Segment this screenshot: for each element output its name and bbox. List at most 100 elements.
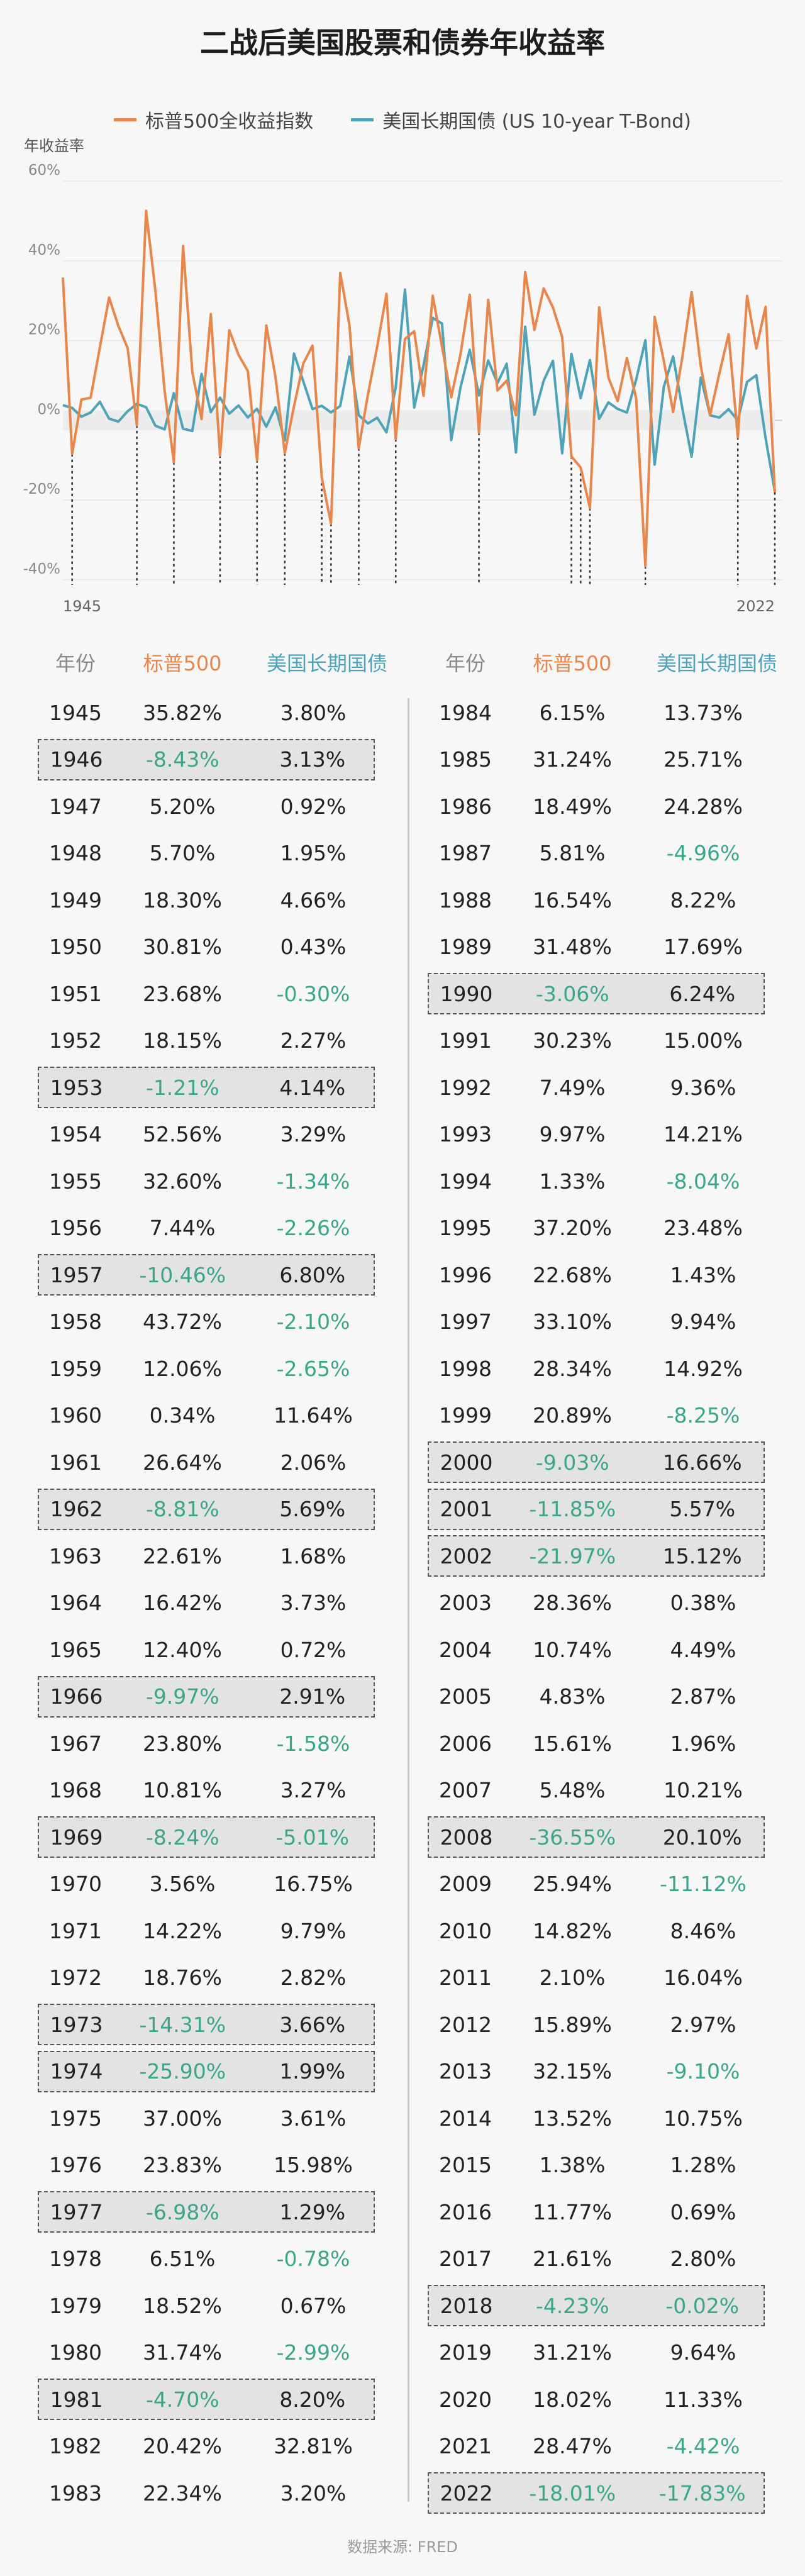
cell-sp500: -9.97% (145, 1684, 219, 1709)
cell-bond: 2.91% (279, 1684, 346, 1709)
table-row: 1987 5.81% -4.96% (428, 833, 765, 874)
cell-bond: -9.10% (666, 2059, 740, 2084)
cell-bond: 0.43% (280, 935, 347, 959)
table-row: 1998 28.34% 14.92% (428, 1348, 765, 1389)
cell-year: 1982 (49, 2434, 102, 2458)
cell-sp500: 30.81% (143, 935, 222, 959)
cell-year: 1973 (50, 2012, 103, 2037)
cell-year: 1966 (50, 1684, 103, 1709)
cell-year: 2002 (440, 1543, 493, 1568)
cell-year: 2007 (439, 1778, 492, 1802)
cell-bond: 2.87% (670, 1684, 736, 1709)
cell-sp500: 13.52% (533, 2106, 612, 2131)
cell-sp500: 22.61% (143, 1543, 222, 1568)
cell-sp500: 5.81% (539, 841, 606, 865)
cell-sp500: -11.85% (529, 1497, 616, 1521)
cell-bond: 2.06% (280, 1450, 347, 1475)
table-row: 2007 5.48% 10.21% (428, 1770, 765, 1811)
cell-bond: 3.80% (280, 700, 347, 725)
cell-bond: 25.71% (663, 747, 743, 772)
table-row: 1984 6.15% 13.73% (428, 692, 765, 733)
table-row: 2004 10.74% 4.49% (428, 1629, 765, 1670)
cell-bond: -4.42% (666, 2434, 740, 2458)
cell-year: 2022 (440, 2480, 493, 2506)
cell-sp500: 35.82% (143, 700, 222, 725)
cell-year: 2003 (439, 1591, 492, 1615)
cell-year: 2018 (440, 2293, 493, 2318)
cell-sp500: 28.34% (533, 1356, 612, 1381)
cell-sp500: 20.42% (143, 2434, 222, 2458)
header-bond: 美国长期国债 (266, 652, 387, 675)
table-divider (408, 698, 409, 2502)
table-row: 1994 1.33% -8.04% (428, 1160, 765, 1202)
cell-year: 1945 (49, 700, 102, 725)
cell-bond: 9.36% (670, 1075, 736, 1100)
cell-bond: -2.65% (276, 1356, 350, 1381)
table-row: 1959 12.06% -2.65% (38, 1348, 375, 1389)
cell-sp500: 1.33% (539, 1169, 606, 1194)
cell-sp500: 15.89% (533, 2012, 612, 2037)
bond-line (62, 288, 776, 492)
cell-bond: 0.92% (280, 794, 347, 819)
cell-year: 1962 (50, 1497, 103, 1521)
y-tick-label: 20% (28, 322, 60, 338)
cell-bond: 0.67% (280, 2293, 347, 2318)
header-sp500: 标普500 (533, 652, 612, 675)
cell-bond: 3.66% (279, 2012, 346, 2037)
cell-bond: -1.34% (276, 1169, 350, 1194)
cell-year: 2001 (440, 1497, 493, 1521)
y-tick-label: -40% (23, 561, 60, 577)
cell-bond: 4.14% (279, 1075, 346, 1100)
cell-sp500: 12.40% (143, 1637, 222, 1662)
cell-bond: 24.28% (663, 794, 743, 819)
cell-year: 2006 (439, 1731, 492, 1756)
table-row: 2015 1.38% 1.28% (428, 2145, 765, 2186)
table-row: 1977 -6.98% 1.29% (38, 2191, 375, 2233)
cell-sp500: 32.15% (533, 2059, 612, 2084)
cell-sp500: 9.97% (539, 1122, 606, 1146)
cell-sp500: -6.98% (145, 2199, 219, 2224)
table-row: 1999 20.89% -8.25% (428, 1395, 765, 1436)
cell-sp500: 37.00% (143, 2106, 222, 2131)
cell-sp500: 2.10% (539, 1965, 606, 1990)
cell-year: 1977 (50, 2199, 103, 2224)
cell-bond: 8.20% (279, 2387, 346, 2412)
table-row: 2005 4.83% 2.87% (428, 1676, 765, 1718)
cell-sp500: 18.02% (533, 2387, 612, 2412)
cell-year: 1999 (439, 1403, 492, 1428)
table-row: 1970 3.56% 16.75% (38, 1863, 375, 1905)
cell-year: 1980 (49, 2340, 102, 2365)
table-row: 1991 30.23% 15.00% (428, 1020, 765, 1062)
cell-year: 1961 (49, 1450, 102, 1475)
cell-year: 1993 (439, 1122, 492, 1146)
cell-sp500: 52.56% (143, 1122, 222, 1146)
cell-bond: 11.33% (663, 2387, 743, 2412)
cell-sp500: -10.46% (139, 1262, 226, 1287)
cell-sp500: 25.94% (533, 1872, 612, 1896)
table-row: 1963 22.61% 1.68% (38, 1535, 375, 1577)
cell-year: 1976 (49, 2153, 102, 2177)
cell-bond: 4.49% (670, 1637, 736, 1662)
cell-year: 1965 (49, 1637, 102, 1662)
cell-sp500: 16.54% (533, 887, 612, 913)
cell-bond: -11.12% (660, 1872, 747, 1896)
cell-sp500: 28.47% (533, 2434, 612, 2458)
cell-bond: 1.95% (280, 841, 347, 865)
cell-sp500: 0.34% (149, 1403, 216, 1428)
cell-year: 1985 (439, 747, 492, 772)
cell-year: 2021 (439, 2434, 492, 2458)
cell-year: 1995 (439, 1216, 492, 1240)
cell-sp500: 20.89% (533, 1403, 612, 1428)
cell-year: 1948 (49, 841, 102, 865)
cell-year: 1950 (49, 935, 102, 959)
table-row: 1951 23.68% -0.30% (38, 973, 375, 1014)
cell-sp500: 23.68% (143, 981, 222, 1006)
table-row: 1986 18.49% 24.28% (428, 786, 765, 827)
cell-year: 1953 (50, 1075, 103, 1100)
cell-sp500: 31.48% (533, 935, 612, 959)
cell-bond: -4.96% (666, 841, 740, 865)
cell-sp500: 18.15% (143, 1028, 222, 1053)
table-row: 2002 -21.97% 15.12% (428, 1535, 765, 1577)
cell-sp500: 4.83% (539, 1684, 606, 1709)
cell-sp500: -8.43% (145, 747, 219, 772)
